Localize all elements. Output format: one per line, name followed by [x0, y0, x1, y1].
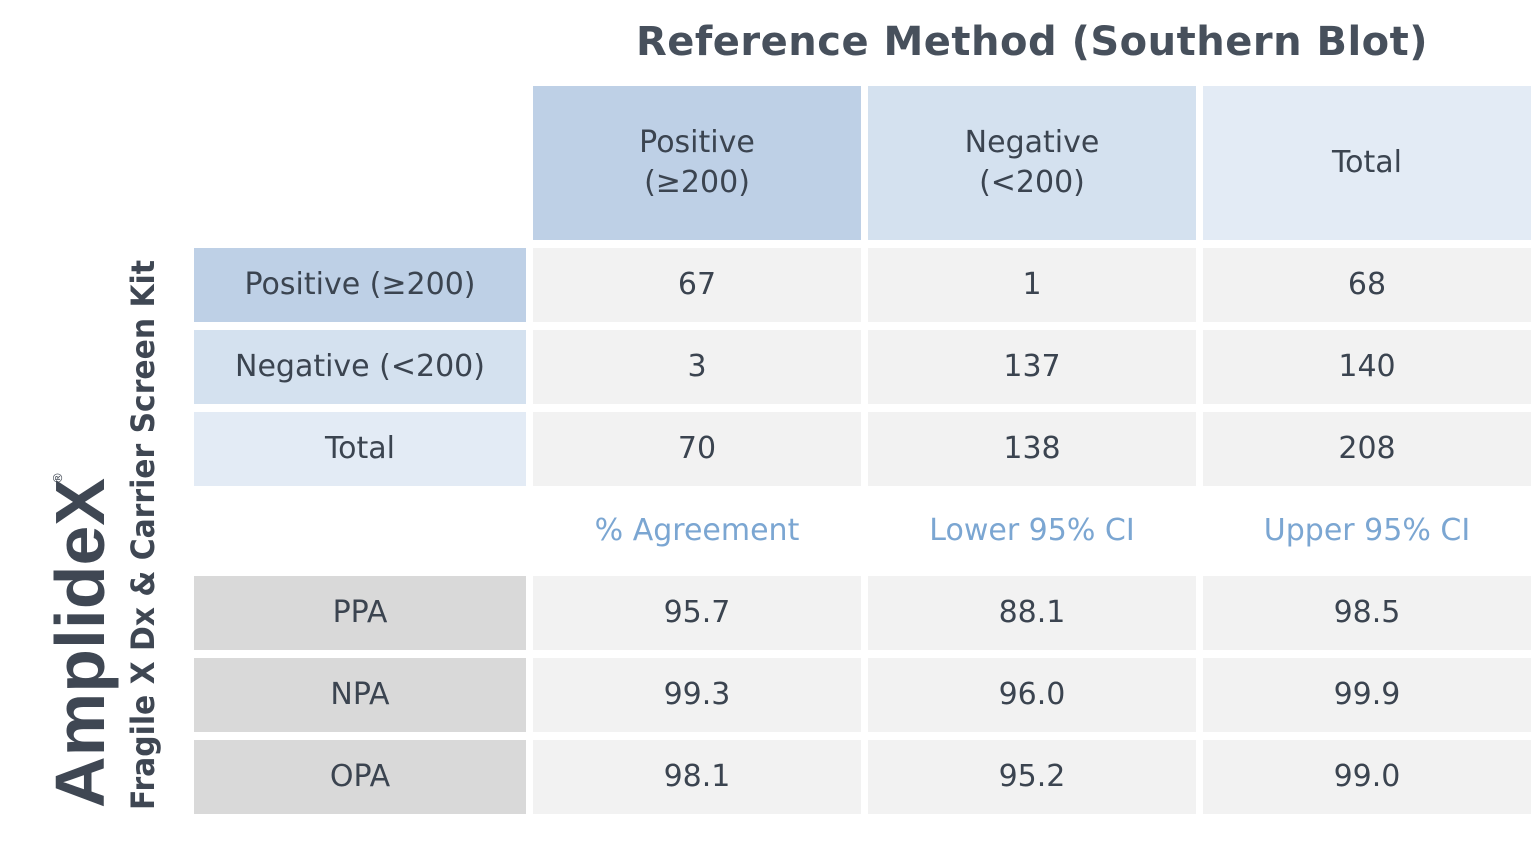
stats-cell: 98.1 — [533, 740, 861, 814]
row-header-positive: Positive (≥200) — [194, 248, 526, 322]
table-cell: 3 — [533, 330, 861, 404]
table-cell: 140 — [1203, 330, 1531, 404]
table-cell: 70 — [533, 412, 861, 486]
brand-name: AmplideX — [41, 478, 119, 808]
stats-header-upper-ci: Upper 95% CI — [1263, 513, 1471, 548]
table-cell: 67 — [533, 248, 861, 322]
stats-cell: 95.2 — [868, 740, 1196, 814]
table-cell: 68 — [1203, 248, 1531, 322]
stats-cell: 99.9 — [1203, 658, 1531, 732]
table-cell: 208 — [1203, 412, 1531, 486]
column-header-positive: Positive (≥200) — [533, 86, 861, 240]
registered-mark: ® — [51, 472, 65, 484]
page-title: Reference Method (Southern Blot) — [635, 19, 1429, 65]
stats-row-label-opa: OPA — [194, 740, 526, 814]
column-header-positive-label: Positive (≥200) — [639, 125, 755, 200]
product-name: Fragile X Dx & Carrier Screen Kit — [120, 255, 164, 815]
brand-logo: AmplideX ® — [32, 470, 128, 810]
stats-cell: 88.1 — [868, 576, 1196, 650]
row-header-total: Total — [194, 412, 526, 486]
stats-header-lower-ci: Lower 95% CI — [929, 513, 1135, 548]
row-header-negative: Negative (<200) — [194, 330, 526, 404]
stats-row-label-ppa: PPA — [194, 576, 526, 650]
column-header-negative: Negative (<200) — [868, 86, 1196, 240]
stats-cell: 99.3 — [533, 658, 861, 732]
column-header-negative-label: Negative (<200) — [964, 125, 1100, 200]
stats-row-label-npa: NPA — [194, 658, 526, 732]
product-name-text: Fragile X Dx & Carrier Screen Kit — [124, 260, 162, 810]
table-cell: 138 — [868, 412, 1196, 486]
stats-cell: 98.5 — [1203, 576, 1531, 650]
column-header-total-label: Total — [1331, 145, 1403, 180]
stats-header-agreement: % Agreement — [594, 513, 800, 548]
stats-cell: 96.0 — [868, 658, 1196, 732]
table-cell: 137 — [868, 330, 1196, 404]
stats-cell: 99.0 — [1203, 740, 1531, 814]
stats-cell: 95.7 — [533, 576, 861, 650]
column-header-total: Total — [1203, 86, 1531, 240]
table-cell: 1 — [868, 248, 1196, 322]
